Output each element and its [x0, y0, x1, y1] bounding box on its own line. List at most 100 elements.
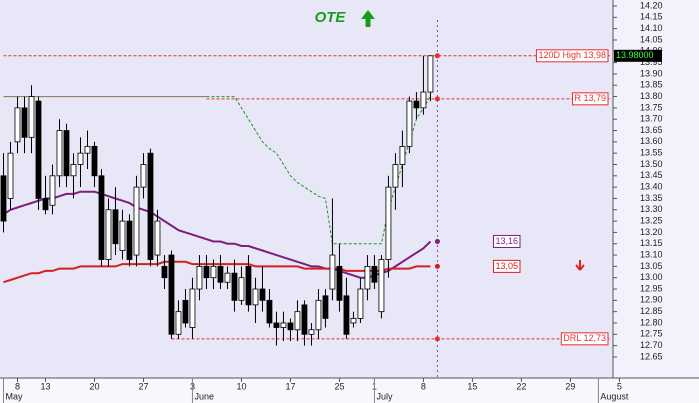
- series-label-box: [492, 234, 521, 248]
- candle-body: [322, 295, 329, 319]
- candle-body: [189, 288, 196, 328]
- x-tick-label: 17: [285, 381, 295, 391]
- candle-body: [42, 198, 49, 211]
- x-tick-label: 8: [15, 381, 20, 391]
- candle-body: [70, 164, 77, 177]
- x-tick-label: 5: [617, 381, 622, 391]
- candle-body: [35, 100, 42, 199]
- date-axis-panel: [0, 378, 699, 403]
- candle-body: [427, 55, 434, 93]
- series-label: 13,16: [495, 236, 518, 246]
- candle-body: [245, 265, 252, 306]
- candle-body: [21, 107, 28, 138]
- candle-body: [350, 318, 357, 324]
- level-label: 120D High 13,98: [538, 50, 606, 60]
- ma-line: [2, 190, 432, 279]
- candle-body: [56, 130, 63, 177]
- ma-line: [3, 260, 431, 284]
- y-tick-label: 12.95: [640, 283, 663, 293]
- candle-body: [336, 265, 343, 301]
- y-tick-label: 13.60: [640, 136, 663, 146]
- y-tick-label: 12.70: [640, 340, 663, 350]
- y-tick-label: 13.75: [640, 102, 663, 112]
- candle-body: [266, 299, 273, 324]
- candle-body: [161, 265, 168, 279]
- y-tick-label: 14.10: [640, 23, 663, 33]
- series-dot: [434, 263, 440, 269]
- y-tick-label: 13.40: [640, 182, 663, 192]
- candle-body: [98, 175, 105, 260]
- month-label: June: [194, 391, 214, 401]
- last-price-label: 13.98000: [616, 50, 654, 60]
- level-label-box: [571, 92, 609, 106]
- y-tick-label: 13.45: [640, 170, 663, 180]
- candle-body: [49, 175, 56, 206]
- candle-body: [168, 254, 175, 335]
- x-tick-label: 25: [334, 381, 344, 391]
- candle-body: [399, 145, 406, 165]
- candle-body: [238, 277, 245, 301]
- candle-body: [406, 100, 413, 147]
- y-tick-label: 14.15: [640, 12, 663, 22]
- candle-body: [301, 304, 308, 335]
- candle-body: [119, 220, 126, 251]
- y-tick-label: 13.80: [640, 91, 663, 101]
- y-tick-label: 13.95: [640, 57, 663, 67]
- candle-body: [91, 145, 98, 177]
- y-tick-label: 13.25: [640, 215, 663, 225]
- y-tick-label: 14.05: [640, 34, 663, 44]
- candle-body: [182, 299, 189, 324]
- candle-body: [196, 265, 203, 290]
- y-tick-label: 13.20: [640, 227, 663, 237]
- candle-body: [231, 272, 238, 301]
- level-label: R 13,79: [574, 93, 606, 103]
- candle-body: [7, 152, 14, 199]
- y-tick-label: 12.80: [640, 317, 663, 327]
- x-tick-label: 22: [516, 381, 526, 391]
- candle-body: [0, 175, 7, 222]
- candle-body: [154, 220, 161, 256]
- candle-body: [343, 295, 350, 335]
- candle-body: [413, 100, 420, 109]
- x-tick-label: 13: [40, 381, 50, 391]
- candle-body: [133, 186, 140, 256]
- y-tick-label: 13.55: [640, 148, 663, 158]
- level-label: DRL 12,73: [563, 333, 606, 343]
- ma-line: [206, 96, 431, 245]
- level-label-box: [560, 332, 609, 346]
- candle-body: [364, 265, 371, 290]
- month-label: August: [600, 391, 629, 401]
- candle-body: [126, 220, 133, 260]
- candle-body: [84, 145, 91, 154]
- candle-body: [287, 322, 294, 331]
- candle-body: [147, 152, 154, 260]
- y-tick-label: 12.85: [640, 306, 663, 316]
- y-tick-label: 13.15: [640, 238, 663, 248]
- y-tick-label: 13.05: [640, 261, 663, 271]
- candle-body: [273, 322, 280, 328]
- x-tick-label: 20: [89, 381, 99, 391]
- x-tick-label: 10: [236, 381, 246, 391]
- x-tick-label: 15: [467, 381, 477, 391]
- candle-body: [140, 164, 147, 188]
- candle-body: [280, 322, 287, 328]
- y-tick-label: 13.30: [640, 204, 663, 214]
- x-tick-label: 29: [565, 381, 575, 391]
- x-tick-label: 8: [421, 381, 426, 391]
- y-tick-label: 12.75: [640, 329, 663, 339]
- candle-body: [252, 288, 259, 306]
- candle-body: [63, 130, 70, 177]
- candle-body: [315, 299, 322, 331]
- series-label: 13,05: [495, 261, 518, 271]
- level-dot: [434, 53, 440, 59]
- candle-body: [357, 288, 364, 319]
- candle-body: [392, 164, 399, 188]
- candle-body: [217, 265, 224, 283]
- month-label: May: [5, 391, 23, 401]
- y-tick-label: 12.65: [640, 351, 663, 361]
- y-tick-label: 12.90: [640, 295, 663, 305]
- candle-body: [371, 265, 378, 283]
- candle-body: [329, 254, 336, 290]
- price-axis-panel: [613, 0, 699, 378]
